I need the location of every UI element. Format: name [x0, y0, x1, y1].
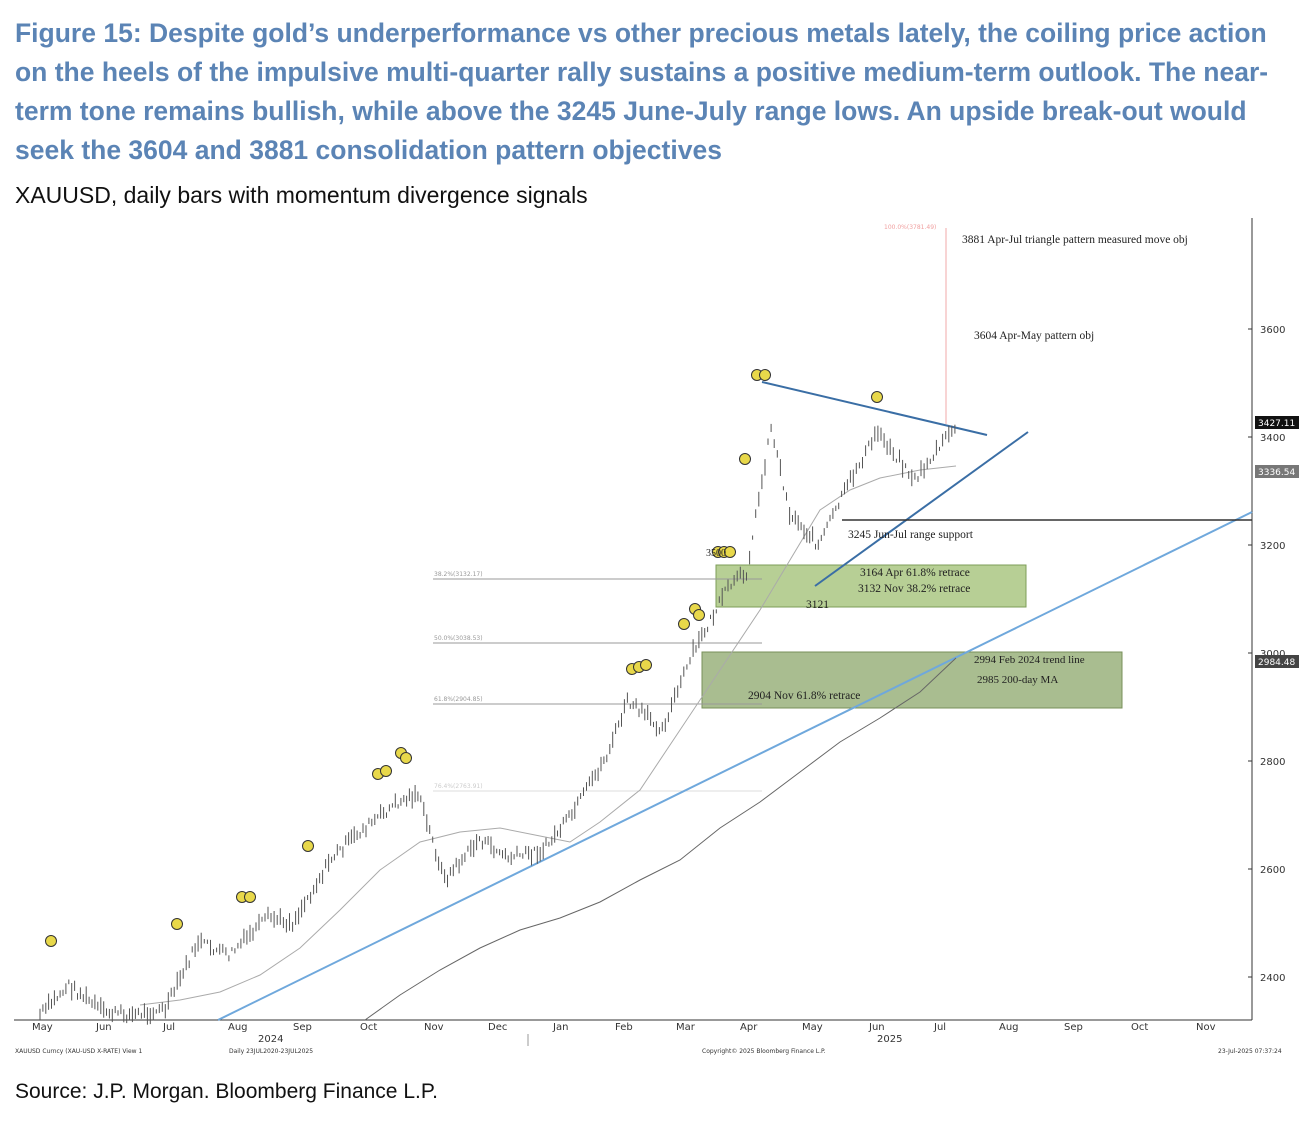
triangle-lower-line — [814, 431, 1029, 587]
divergence-marker — [400, 752, 412, 764]
annotation-3881: 3881 Apr-Jul triangle pattern measured m… — [962, 234, 1188, 246]
annotation-2994: 2994 Feb 2024 trend line — [974, 654, 1085, 666]
y-axis: 2400 2600 2800 3000 3200 3400 3600 — [1248, 325, 1285, 984]
divergence-marker — [693, 609, 705, 621]
annotation-2904: 2904 Nov 61.8% retrace — [748, 690, 860, 702]
ma200-label: 2984.48 — [1258, 658, 1295, 668]
fib-label-1000: 100.0%(3781.49) — [884, 224, 936, 231]
annotation-3132: 3132 Nov 38.2% retrace — [858, 583, 970, 595]
divergence-marker — [871, 391, 883, 403]
retrace-zone-upper — [715, 564, 1027, 608]
y-tick-label: 3200 — [1260, 541, 1285, 552]
long-term-trendline — [217, 511, 1253, 1021]
divergence-marker — [302, 840, 314, 852]
y-tick-label: 2800 — [1260, 757, 1285, 768]
last-price-tag — [1255, 416, 1299, 429]
fib-label-382: 38.2%(3132.17) — [434, 571, 483, 578]
divergence-markers — [45, 369, 883, 947]
x-tick-label: Jan — [552, 1022, 568, 1033]
divergence-marker — [724, 546, 736, 558]
x-tick-label: Jun — [95, 1022, 112, 1033]
annotation-3164: 3164 Apr 61.8% retrace — [860, 567, 970, 579]
last-price-label: 3427.11 — [1258, 419, 1295, 429]
ma-50-day — [139, 465, 957, 1006]
x-tick-label: Apr — [740, 1022, 758, 1033]
x-tick-label: Jun — [868, 1022, 885, 1033]
ma-200-day — [364, 657, 957, 1021]
price-chart: 38.2%(3132.17) 50.0%(3038.53) 61.8%(2904… — [14, 218, 1299, 1055]
x-axis: May Jun Jul Aug Sep Oct Nov Dec Jan Feb … — [32, 1022, 1216, 1046]
footer-range: Daily 23JUL2020-23JUL2025 — [229, 1048, 313, 1055]
divergence-marker — [739, 453, 751, 465]
fib-label-500: 50.0%(3038.53) — [434, 635, 483, 642]
y-tick-label: 2400 — [1260, 973, 1285, 984]
year-label-2025: 2025 — [877, 1034, 902, 1045]
footer-ticker: XAUUSD Curncy (XAU-USD X-RATE) View 1 — [15, 1048, 142, 1055]
ma50-tag — [1255, 465, 1299, 478]
divergence-marker — [640, 659, 652, 671]
x-tick-label: Nov — [1196, 1022, 1216, 1033]
annotation-2985: 2985 200-day MA — [977, 674, 1058, 686]
divergence-marker — [759, 369, 771, 381]
y-tick-label: 3600 — [1260, 325, 1285, 336]
triangle-upper-line — [761, 381, 988, 436]
x-tick-label: May — [32, 1022, 53, 1033]
x-tick-label: Sep — [1064, 1022, 1083, 1033]
annotation-high: 3500 — [706, 548, 726, 559]
x-tick-label: Jul — [933, 1022, 946, 1033]
divergence-marker — [380, 765, 392, 777]
ma50-label: 3336.54 — [1258, 468, 1295, 478]
figure-subtitle: XAUUSD, daily bars with momentum diverge… — [15, 182, 588, 208]
x-tick-label: Oct — [1131, 1022, 1148, 1033]
fib-label-764: 76.4%(2763.91) — [434, 783, 483, 790]
x-tick-label: May — [802, 1022, 823, 1033]
x-tick-label: Aug — [228, 1022, 248, 1033]
divergence-marker — [244, 891, 256, 903]
x-tick-label: Nov — [424, 1022, 444, 1033]
y-tick-label: 3400 — [1260, 433, 1285, 444]
footer-timestamp: 23-Jul-2025 07:37:24 — [1218, 1048, 1282, 1055]
fib-label-618: 61.8%(2904.85) — [434, 696, 483, 703]
x-tick-label: Oct — [360, 1022, 377, 1033]
divergence-marker — [678, 618, 690, 630]
x-tick-label: Mar — [676, 1022, 696, 1033]
y-tick-label: 2600 — [1260, 865, 1285, 876]
x-tick-label: Feb — [615, 1022, 633, 1033]
footer-copyright: Copyright© 2025 Bloomberg Finance L.P. — [702, 1048, 826, 1055]
divergence-marker — [171, 918, 183, 930]
figure-source: Source: J.P. Morgan. Bloomberg Finance L… — [15, 1080, 438, 1103]
x-tick-label: Sep — [293, 1022, 312, 1033]
year-label-2024: 2024 — [258, 1034, 283, 1045]
ma200-tag — [1255, 655, 1299, 668]
x-tick-label: Jul — [162, 1022, 175, 1033]
x-tick-label: Aug — [999, 1022, 1019, 1033]
figure-title: Figure 15: Despite gold’s underperforman… — [15, 18, 1269, 165]
annotation-3245: 3245 Jun-Jul range support — [848, 529, 974, 541]
divergence-marker — [45, 935, 57, 947]
annotation-3121: 3121 — [806, 599, 829, 611]
x-tick-label: Dec — [488, 1022, 507, 1033]
y-tick-label: 3000 — [1260, 649, 1285, 660]
price-series — [39, 423, 956, 1025]
annotation-3604: 3604 Apr-May pattern obj — [974, 330, 1094, 342]
